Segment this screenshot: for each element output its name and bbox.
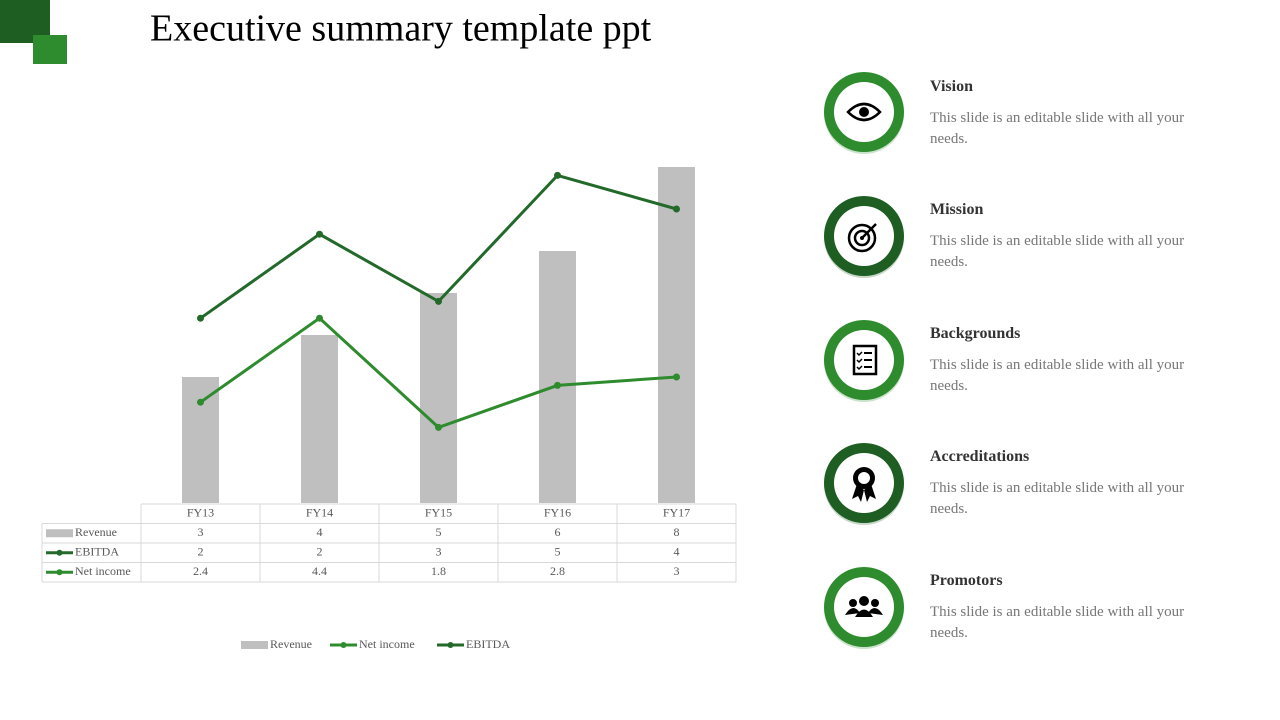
line-point — [554, 381, 561, 389]
item-text: This slide is an editable slide with all… — [930, 110, 1185, 147]
line-point — [673, 373, 680, 381]
line-point — [554, 171, 561, 179]
line-point — [435, 297, 442, 305]
line-point — [316, 230, 323, 238]
slide-title: Executive summary template ppt — [150, 8, 652, 50]
table-cell: 4.4 — [312, 564, 327, 578]
legend-swatch — [241, 641, 268, 649]
item-text: This slide is an editable slide with all… — [930, 233, 1185, 270]
item-text: This slide is an editable slide with all… — [930, 357, 1185, 394]
table-cell: 6 — [555, 525, 561, 539]
icons — [824, 72, 904, 649]
table-cell: 4 — [317, 525, 323, 539]
line-point — [197, 314, 204, 322]
table-row-label: Revenue — [75, 525, 117, 539]
item-title: Vision — [930, 78, 973, 95]
table-cell: 5 — [555, 545, 561, 559]
table-cell: 3 — [436, 545, 442, 559]
table-cell: 1.8 — [431, 564, 446, 578]
item-title: Accreditations — [930, 448, 1030, 465]
line-point — [673, 205, 680, 213]
bar — [301, 335, 338, 503]
table-cell: 2 — [198, 545, 204, 559]
icon-badge — [824, 72, 904, 154]
table-cell: 3 — [198, 525, 204, 539]
table-cell: 3 — [674, 564, 680, 578]
table-row-label: EBITDA — [75, 545, 119, 559]
x-tick-label: FY15 — [425, 506, 452, 520]
x-tick-label: FY17 — [663, 506, 690, 520]
icon-badge — [824, 320, 904, 402]
bar — [182, 377, 219, 503]
bar — [539, 251, 576, 503]
legend-label: Revenue — [270, 637, 312, 651]
table-cell: 2.4 — [193, 564, 208, 578]
item-title: Backgrounds — [930, 325, 1021, 342]
line-point — [316, 314, 323, 322]
bar — [658, 167, 695, 503]
legend-swatch — [56, 549, 63, 556]
item-title: Mission — [930, 201, 984, 218]
icon-badge — [824, 443, 904, 525]
bar — [420, 293, 457, 503]
table-cell: 2 — [317, 545, 323, 559]
x-tick-label: FY16 — [544, 506, 571, 520]
table-cell: 8 — [674, 525, 680, 539]
legend-label: Net income — [359, 637, 415, 651]
table-cell: 5 — [436, 525, 442, 539]
decor — [33, 35, 67, 64]
item-title: Promotors — [930, 572, 1003, 589]
item-text: This slide is an editable slide with all… — [930, 480, 1185, 517]
icon-badge — [824, 567, 904, 649]
line-point — [435, 423, 442, 431]
legend-swatch — [340, 642, 347, 648]
icon-badge — [824, 196, 904, 278]
table-cell: 4 — [674, 545, 680, 559]
table-cell: 2.8 — [550, 564, 565, 578]
line-point — [197, 398, 204, 406]
legend-label: EBITDA — [466, 637, 510, 651]
legend-swatch — [46, 529, 73, 538]
legend-swatch — [447, 642, 454, 648]
item-text: This slide is an editable slide with all… — [930, 604, 1185, 641]
x-tick-label: FY14 — [306, 506, 333, 520]
x-tick-label: FY13 — [187, 506, 214, 520]
table-row-label: Net income — [75, 564, 131, 578]
legend-swatch — [56, 569, 63, 576]
